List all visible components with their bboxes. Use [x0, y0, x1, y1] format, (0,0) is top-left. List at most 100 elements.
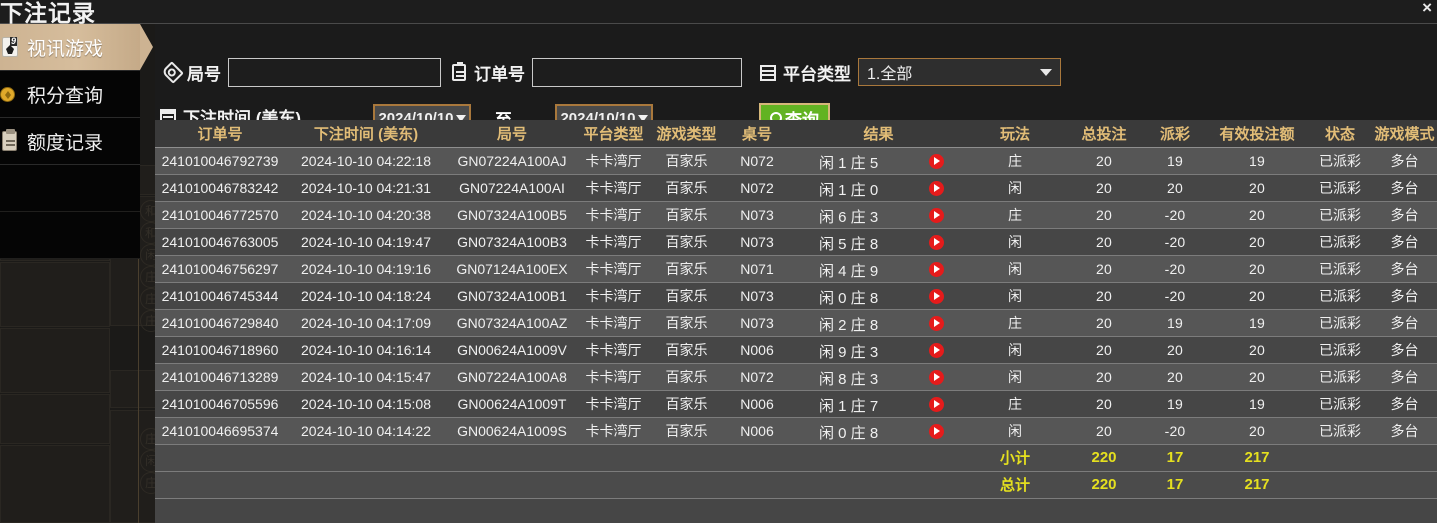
col-bet-time[interactable]: 下注时间 (美东) [285, 120, 447, 148]
table-row[interactable]: 241010046713289 2024-10-10 04:15:47 GN0722… [155, 363, 1437, 391]
summary-empty-cell [723, 471, 791, 499]
cell-table-no: N006 [723, 417, 791, 445]
summary-empty-cell [791, 471, 966, 499]
cell-round-no: GN07224A100AI [447, 174, 577, 202]
cell-payout: 20 [1144, 336, 1206, 364]
cell-bet-time: 2024-10-10 04:19:16 [285, 255, 447, 283]
play-replay-icon[interactable] [929, 261, 944, 277]
playing-card-icon [0, 35, 20, 59]
table-row[interactable]: 241010046705596 2024-10-10 04:15:08 GN0062… [155, 390, 1437, 418]
summary-empty-cell [650, 444, 723, 472]
table-row[interactable]: 241010046718960 2024-10-10 04:16:14 GN0062… [155, 336, 1437, 364]
summary-empty-cell [285, 471, 447, 499]
filter-toolbar: 局号 订单号 平台类型 1.全部 下注时间 (美东) [155, 24, 1437, 133]
cell-platform-type: 卡卡湾厅 [577, 147, 650, 175]
cell-order-no: 241010046792739 [155, 147, 285, 175]
cell-result: 闲 6 庄 3 [791, 201, 966, 229]
col-bet-option[interactable]: 玩法 [966, 120, 1064, 148]
cell-bet-time: 2024-10-10 04:17:09 [285, 309, 447, 337]
cell-valid-bet: 19 [1206, 147, 1308, 175]
cell-table-no: N006 [723, 336, 791, 364]
cell-result: 闲 0 庄 8 [791, 417, 966, 445]
cell-table-no: N071 [723, 255, 791, 283]
cell-game-mode: 多台 [1372, 363, 1437, 391]
cell-result: 闲 9 庄 3 [791, 336, 966, 364]
cell-game-type: 百家乐 [650, 228, 723, 256]
summary-valid-bet: 217 [1206, 444, 1308, 472]
cell-valid-bet: 20 [1206, 174, 1308, 202]
result-text: 闲 1 庄 5 [819, 154, 879, 172]
result-text: 闲 0 庄 8 [819, 424, 879, 442]
col-game-mode[interactable]: 游戏模式 [1372, 120, 1437, 148]
cell-round-no: GN07324A100B5 [447, 201, 577, 229]
play-replay-icon[interactable] [929, 234, 944, 250]
cell-status: 已派彩 [1308, 417, 1372, 445]
play-replay-icon[interactable] [929, 396, 944, 412]
play-replay-icon[interactable] [929, 342, 944, 358]
sidebar-item-credit-record[interactable]: 额度记录 [0, 118, 140, 165]
table-row[interactable]: 241010046792739 2024-10-10 04:22:18 GN0722… [155, 147, 1437, 175]
col-game-type[interactable]: 游戏类型 [650, 120, 723, 148]
cell-payout: 20 [1144, 363, 1206, 391]
cell-payout: -20 [1144, 228, 1206, 256]
table-row[interactable]: 241010046763005 2024-10-10 04:19:47 GN0732… [155, 228, 1437, 256]
cell-result: 闲 2 庄 8 [791, 309, 966, 337]
result-text: 闲 1 庄 0 [819, 181, 879, 199]
result-text: 闲 1 庄 7 [819, 397, 879, 415]
result-text: 闲 5 庄 8 [819, 235, 879, 253]
sidebar: 视讯游戏 积分查询 额度记录 [0, 24, 153, 523]
col-platform-type[interactable]: 平台类型 [577, 120, 650, 148]
col-round-no[interactable]: 局号 [447, 120, 577, 148]
table-row[interactable]: 241010046745344 2024-10-10 04:18:24 GN0732… [155, 282, 1437, 310]
cell-round-no: GN07324A100AZ [447, 309, 577, 337]
cell-game-mode: 多台 [1372, 309, 1437, 337]
play-replay-icon[interactable] [929, 180, 944, 196]
summary-empty-cell [1372, 444, 1437, 472]
table-row[interactable]: 241010046783242 2024-10-10 04:21:31 GN0722… [155, 174, 1437, 202]
cell-order-no: 241010046695374 [155, 417, 285, 445]
cell-game-mode: 多台 [1372, 201, 1437, 229]
summary-empty-cell [723, 444, 791, 472]
summary-empty-cell [650, 471, 723, 499]
table-row[interactable]: 241010046772570 2024-10-10 04:20:38 GN0732… [155, 201, 1437, 229]
cell-round-no: GN00624A1009T [447, 390, 577, 418]
result-text: 闲 6 庄 3 [819, 208, 879, 226]
summary-empty-cell [577, 471, 650, 499]
table-row[interactable]: 241010046695374 2024-10-10 04:14:22 GN0062… [155, 417, 1437, 445]
close-icon[interactable]: × [1422, 0, 1432, 17]
col-total-bet[interactable]: 总投注 [1064, 120, 1144, 148]
play-replay-icon[interactable] [929, 315, 944, 331]
sidebar-item-label: 视讯游戏 [27, 38, 104, 60]
play-replay-icon[interactable] [929, 288, 944, 304]
bet-record-table: 订单号 下注时间 (美东) 局号 平台类型 游戏类型 桌号 结果 玩法 总投注 … [155, 120, 1437, 523]
table-padding-row [155, 498, 1437, 523]
cell-payout: -20 [1144, 282, 1206, 310]
col-order-no[interactable]: 订单号 [155, 120, 285, 148]
col-valid-bet[interactable]: 有效投注额 [1206, 120, 1308, 148]
sidebar-item-points-query[interactable]: 积分查询 [0, 71, 140, 118]
play-replay-icon[interactable] [929, 207, 944, 223]
platform-type-select[interactable]: 1.全部 [858, 58, 1061, 86]
col-payout[interactable]: 派彩 [1144, 120, 1206, 148]
summary-empty-cell [1308, 444, 1372, 472]
col-result[interactable]: 结果 [791, 120, 966, 148]
result-text: 闲 4 庄 9 [819, 262, 879, 280]
padding-cell [1144, 498, 1206, 523]
sidebar-item-video-game[interactable]: 视讯游戏 [0, 24, 153, 71]
table-row[interactable]: 241010046729840 2024-10-10 04:17:09 GN0732… [155, 309, 1437, 337]
cell-bet-option: 庄 [966, 201, 1064, 229]
play-replay-icon[interactable] [929, 369, 944, 385]
order-no-input[interactable] [532, 58, 742, 87]
summary-empty-cell [447, 444, 577, 472]
cell-payout: -20 [1144, 417, 1206, 445]
cell-result: 闲 1 庄 5 [791, 147, 966, 175]
table-row[interactable]: 241010046756297 2024-10-10 04:19:16 GN0712… [155, 255, 1437, 283]
cell-valid-bet: 20 [1206, 363, 1308, 391]
round-no-input[interactable] [228, 58, 441, 87]
play-replay-icon[interactable] [929, 423, 944, 439]
play-replay-icon[interactable] [929, 153, 944, 169]
platform-type-selected-value: 1.全部 [867, 66, 913, 83]
col-status[interactable]: 状态 [1308, 120, 1372, 148]
col-table-no[interactable]: 桌号 [723, 120, 791, 148]
